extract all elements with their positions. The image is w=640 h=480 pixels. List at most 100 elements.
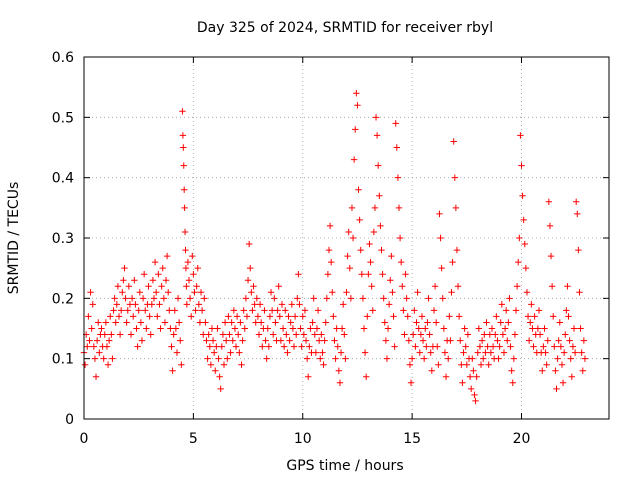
data-point	[569, 343, 577, 350]
data-point	[496, 343, 503, 350]
data-point	[545, 198, 553, 205]
data-point	[280, 343, 288, 350]
data-point	[397, 258, 405, 266]
data-point	[105, 337, 113, 344]
data-point	[340, 301, 347, 308]
data-point	[241, 325, 248, 332]
data-point	[221, 319, 229, 326]
data-point	[399, 283, 406, 290]
y-tick-label: 0.6	[52, 50, 74, 66]
data-point	[167, 325, 174, 332]
data-point	[193, 283, 200, 290]
data-point	[87, 289, 94, 296]
data-point	[115, 313, 123, 320]
data-point	[182, 264, 190, 272]
data-point	[150, 295, 158, 302]
data-point	[484, 343, 491, 350]
data-point	[220, 361, 228, 368]
data-point	[357, 246, 364, 254]
data-point	[506, 295, 513, 302]
data-point	[332, 355, 339, 362]
data-point	[522, 264, 530, 272]
data-point	[102, 319, 110, 326]
data-point	[294, 295, 301, 302]
data-point	[255, 331, 263, 338]
data-point	[190, 271, 197, 278]
data-point	[553, 385, 560, 393]
data-point	[314, 307, 322, 314]
data-point	[343, 289, 350, 296]
data-point	[519, 192, 526, 199]
data-point	[543, 361, 550, 368]
data-point	[501, 325, 509, 332]
data-point	[448, 289, 455, 296]
data-point	[224, 355, 231, 362]
data-point	[427, 349, 434, 356]
data-point	[313, 325, 321, 332]
chart-title: Day 325 of 2024, SRMTID for receiver rby…	[197, 20, 493, 36]
data-point	[434, 343, 441, 350]
data-point	[248, 289, 255, 296]
data-point	[564, 283, 571, 290]
data-point	[194, 264, 201, 272]
data-point	[367, 258, 374, 266]
data-point	[103, 343, 111, 350]
data-point	[355, 186, 362, 193]
data-point	[270, 331, 277, 338]
data-point	[134, 343, 141, 350]
data-point	[214, 325, 221, 332]
data-point	[202, 319, 209, 326]
data-point	[256, 301, 264, 308]
data-point	[124, 307, 131, 314]
data-point	[469, 355, 476, 362]
data-point	[417, 331, 425, 338]
data-point	[516, 234, 523, 242]
data-point	[180, 186, 188, 193]
data-point	[435, 361, 442, 368]
data-point	[271, 295, 278, 302]
data-point	[512, 307, 520, 314]
data-point	[216, 373, 223, 380]
data-point	[368, 283, 375, 290]
data-point	[121, 264, 128, 272]
data-point	[437, 234, 444, 242]
data-point	[379, 271, 386, 278]
data-point	[320, 361, 327, 368]
data-point	[162, 277, 170, 284]
data-point	[525, 337, 533, 344]
data-point	[571, 349, 579, 356]
data-point	[120, 277, 127, 284]
grid	[84, 57, 609, 419]
data-point	[377, 222, 384, 230]
data-point	[300, 331, 308, 338]
data-point	[495, 355, 502, 362]
data-point	[125, 283, 133, 290]
data-point	[384, 325, 392, 332]
data-point	[371, 204, 379, 212]
data-point	[326, 222, 334, 230]
data-point	[302, 337, 310, 344]
y-tick-label: 0.4	[52, 171, 74, 187]
data-point	[122, 295, 129, 302]
data-point	[222, 337, 230, 344]
data-point	[208, 325, 216, 332]
data-point	[327, 258, 335, 266]
data-point	[513, 283, 521, 290]
data-point	[530, 343, 537, 350]
data-point	[142, 307, 149, 314]
data-point	[412, 343, 419, 350]
data-point	[226, 331, 233, 338]
data-point	[240, 307, 247, 314]
data-point	[447, 337, 454, 344]
data-point	[540, 343, 547, 350]
data-point	[563, 307, 570, 314]
data-point	[488, 325, 496, 332]
data-point	[337, 349, 345, 356]
data-point	[358, 271, 366, 278]
data-point	[117, 307, 125, 314]
data-point	[336, 379, 344, 386]
data-point	[212, 367, 219, 374]
data-point	[179, 132, 187, 139]
data-point	[554, 355, 561, 362]
data-point	[344, 252, 351, 260]
